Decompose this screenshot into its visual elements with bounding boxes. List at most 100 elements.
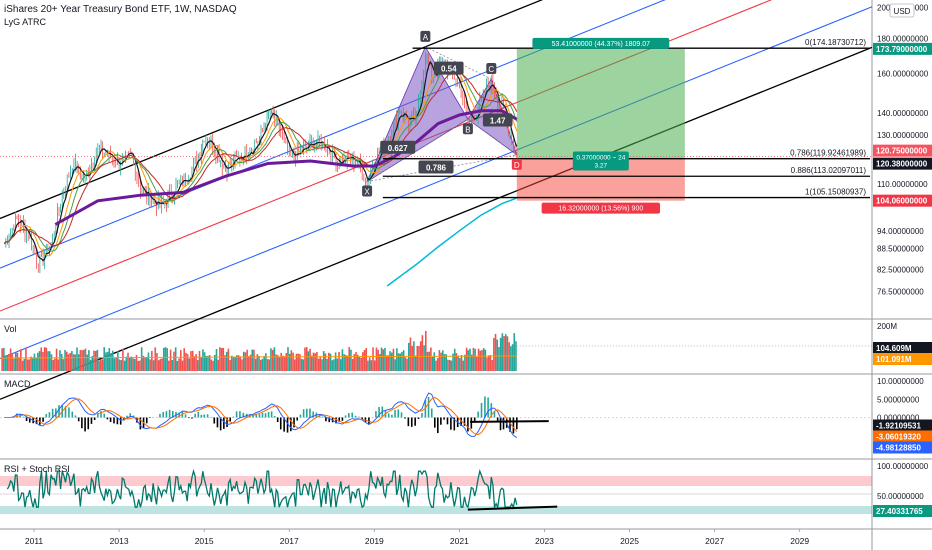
time-tick-label: 2015 <box>195 536 214 546</box>
time-tick-label: 2011 <box>25 536 44 546</box>
price-badge: 120.75000000 <box>876 147 928 156</box>
pattern-point-label: B <box>465 125 470 134</box>
macd-signal-line <box>4 396 518 436</box>
fib-level-label: 1(105.15080937) <box>805 188 866 197</box>
currency-label: USD <box>894 7 911 16</box>
rsi-tick-label: 100.00000000 <box>877 462 929 471</box>
ma-green-line <box>3 66 518 252</box>
ma-fast-line <box>3 60 518 262</box>
price-tick-label: 140.00000000 <box>877 109 929 118</box>
fib-levels[interactable]: 0(174.18730712) 0.786(119.92461989) 0.886(… <box>0 38 872 199</box>
vol-badge: 101.091M <box>876 355 912 364</box>
macd-tick-label: 0.00000000 <box>877 414 920 423</box>
channel-lower-line <box>0 46 873 400</box>
price-tick-label: 94.00000000 <box>877 227 924 236</box>
price-badge: 120.38000000 <box>876 160 928 169</box>
pattern-ratio-label: 1.47 <box>490 116 506 125</box>
macd-badge: -3.06019320 <box>876 433 921 442</box>
fib-level-label: 0(174.18730712) <box>805 38 866 47</box>
pattern-point-bg <box>486 62 497 74</box>
pattern-ratio-label-bg <box>433 61 464 75</box>
time-tick-label: 2013 <box>110 536 129 546</box>
price-badge-bg[interactable] <box>873 194 932 207</box>
ma-teal-line <box>386 197 518 287</box>
stop-label-bg <box>541 202 661 214</box>
price-axis[interactable]: 200.00000000180.00000000160.00000000140.… <box>873 3 932 517</box>
pattern-labels: X A B C D 0.54 0.627 0.786 1.47 53.41000000 (44.3… <box>362 30 670 214</box>
time-tick-label: 2023 <box>535 536 554 546</box>
pattern-ratio-label: 0.786 <box>426 164 447 173</box>
macd-badge: -4.98128850 <box>876 444 921 453</box>
pattern-point-bg <box>462 123 473 135</box>
pattern-ratio-label: 0.54 <box>441 65 457 74</box>
ma-red-line <box>3 68 518 247</box>
profit-zone[interactable] <box>516 48 685 158</box>
rsi-line <box>6 468 518 510</box>
pattern-ratio-label: 0.627 <box>388 144 409 153</box>
time-tick-label: 2019 <box>365 536 384 546</box>
pattern-point-bg <box>511 158 522 170</box>
price-tick-label: 160.00000000 <box>877 69 929 78</box>
time-axis[interactable]: 2011 2013 2015 2017 2019 2021 2023 2025 2027 2029 <box>25 529 810 546</box>
channel-blue-lower-line <box>0 6 873 360</box>
price-badge-bg[interactable] <box>873 144 932 157</box>
rsi-overbought-band <box>0 476 872 486</box>
macd-badge-bg[interactable] <box>873 441 932 454</box>
pattern-ratio-label-bg <box>418 160 454 174</box>
macd-pane-title: MACD <box>4 379 31 389</box>
macd-pane <box>0 392 872 439</box>
price-tick-label: 82.50000000 <box>877 265 924 274</box>
long-position-tool[interactable] <box>516 48 685 201</box>
price-tick-label: 130.00000000 <box>877 131 929 140</box>
pattern-ratio-label-bg <box>380 140 416 154</box>
center-label-bg <box>572 151 629 171</box>
rsi-oversold-band <box>0 506 872 514</box>
time-tick-label: 2021 <box>450 536 469 546</box>
vol-badge-bg[interactable] <box>873 342 932 354</box>
center-label-2: 3.27 <box>595 163 608 170</box>
channel-upper-line <box>0 0 544 220</box>
fib-level-label: 0.786(119.92461989) <box>790 149 866 158</box>
vol-tick-label: 200M <box>877 322 897 331</box>
vol-pane-title: Vol <box>4 324 17 334</box>
macd-trendline[interactable] <box>470 420 549 423</box>
target-label: 53.41000000 (44.37%) 1809.07 <box>552 41 651 48</box>
price-badge: 173.79000000 <box>876 45 928 54</box>
price-tick-label: 88.50000000 <box>877 245 924 254</box>
macd-line <box>4 392 518 439</box>
price-badge-bg[interactable] <box>873 42 932 55</box>
time-tick-label: 2029 <box>790 536 809 546</box>
currency-badge[interactable] <box>889 3 915 18</box>
pattern-point-bg <box>362 185 373 197</box>
price-tick-label: 110.00000000 <box>877 180 928 189</box>
rsi-trendline[interactable] <box>467 505 558 511</box>
chart-title: iShares 20+ Year Treasury Bond ETF, 1W, … <box>4 4 237 15</box>
price-badge-bg[interactable] <box>873 157 932 170</box>
ma-purple-line <box>54 109 518 226</box>
rsi-pane-title: RSI + Stoch RSI <box>4 464 70 474</box>
macd-badge-bg[interactable] <box>873 430 932 443</box>
pattern-point-label: D <box>514 161 520 170</box>
time-tick-label: 2025 <box>620 536 639 546</box>
vol-badge-bg[interactable] <box>873 353 932 365</box>
rsi-badge-bg[interactable] <box>873 505 932 517</box>
time-tick-label: 2027 <box>705 536 724 546</box>
macd-badge-bg[interactable] <box>873 419 932 432</box>
volume-pane <box>0 331 872 371</box>
target-label-bg <box>532 37 670 49</box>
pattern-point-bg <box>420 30 431 42</box>
macd-tick-label: 10.00000000 <box>877 377 924 386</box>
fib-level-label: 0.886(113.02097011) <box>791 166 867 175</box>
macd-badge: -1.92109531 <box>876 422 921 431</box>
pattern-ratio-label-bg <box>482 113 513 127</box>
volume-ma-line <box>0 355 517 359</box>
time-tick-label: 2017 <box>280 536 299 546</box>
price-badge: 104.06000000 <box>876 197 928 206</box>
macd-tick-label: 5.00000000 <box>877 395 920 404</box>
price-tick-label: 76.50000000 <box>877 288 924 297</box>
pattern-point-label: X <box>364 188 370 197</box>
vol-badge: 104.609M <box>876 344 912 353</box>
